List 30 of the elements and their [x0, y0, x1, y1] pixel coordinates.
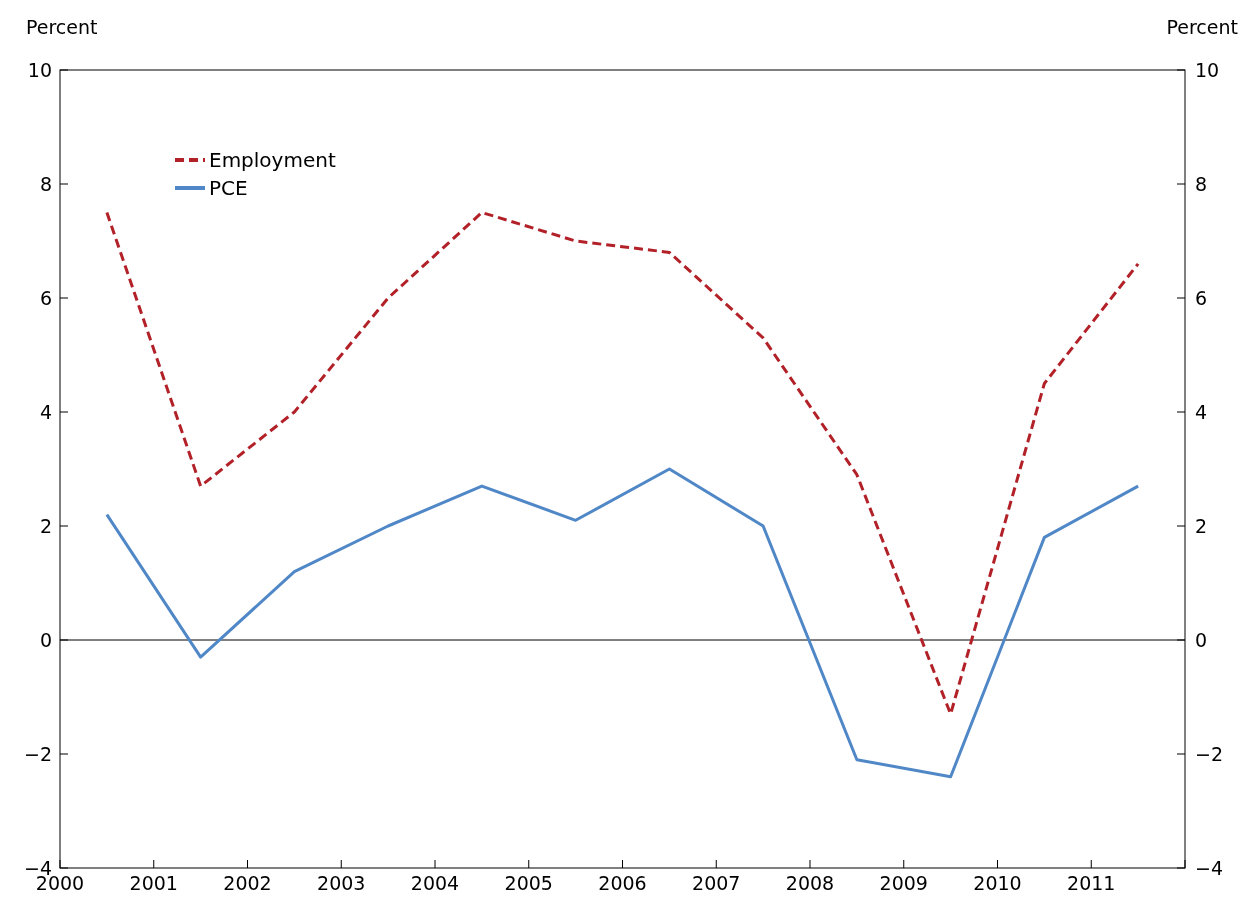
- y-tick-label: 10: [27, 58, 52, 81]
- y2-tick-label: 10: [1195, 58, 1220, 81]
- x-tick-label: 2004: [410, 872, 460, 894]
- y-tick-label: 2: [39, 514, 52, 537]
- y2-tick-label: 8: [1195, 172, 1208, 195]
- y-tick-label: 6: [39, 286, 52, 309]
- y-tick-label: 4: [39, 400, 52, 423]
- x-tick-label: 2008: [785, 872, 835, 894]
- x-tick-label: 2006: [598, 872, 647, 894]
- y2-tick-label: −4: [1195, 856, 1224, 879]
- y2-tick-label: −2: [1195, 742, 1224, 765]
- y2-tick-label: 6: [1195, 286, 1208, 309]
- y-tick-label: −2: [23, 742, 52, 765]
- y2-tick-label: 4: [1195, 400, 1208, 423]
- y-tick-label: 0: [39, 628, 52, 651]
- x-tick-label: 2002: [223, 872, 272, 894]
- y2-tick-label: 2: [1195, 514, 1208, 537]
- legend-label: Employment: [209, 148, 336, 172]
- y2-axis-title: Percent: [1166, 16, 1238, 38]
- x-tick-label: 2003: [317, 872, 366, 894]
- y-tick-label: 8: [39, 172, 52, 195]
- y2-tick-label: 0: [1195, 628, 1208, 651]
- x-tick-label: 2010: [973, 872, 1022, 894]
- x-tick-label: 2007: [692, 872, 741, 894]
- x-tick-label: 2011: [1067, 872, 1116, 894]
- x-tick-label: 2005: [504, 872, 553, 894]
- x-tick-label: 2001: [129, 872, 178, 894]
- legend-label: PCE: [209, 176, 248, 200]
- x-tick-label: 2009: [879, 872, 928, 894]
- y-axis-title: Percent: [26, 16, 98, 38]
